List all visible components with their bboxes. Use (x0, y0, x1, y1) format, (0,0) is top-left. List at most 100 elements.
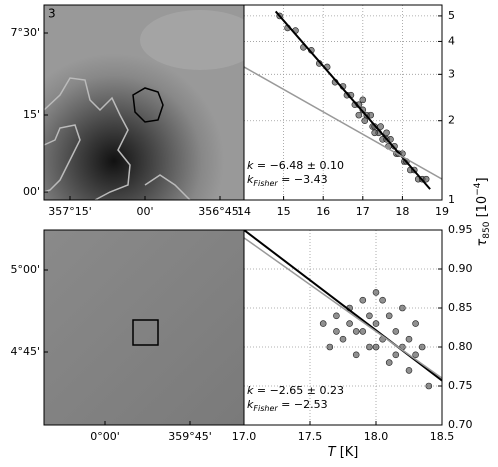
annotation: k = −2.65 ± 0.23 (247, 384, 344, 397)
panel-label: 3 (48, 7, 56, 21)
x-tick-label: 359°45' (168, 430, 212, 443)
annotation-symbol: k (247, 398, 254, 411)
y-tick-label: 4 (448, 34, 455, 47)
y-label-exponent: −4 (473, 182, 483, 196)
image-panel-top (43, 4, 245, 201)
annotation: k = −6.48 ± 0.10 (247, 159, 344, 172)
scatter-point (339, 335, 347, 343)
scatter-point (385, 312, 393, 320)
x-tick-label: 16 (316, 205, 330, 218)
y-tick-label: 15' (23, 108, 40, 121)
image-panel-bottom (43, 229, 245, 426)
x-tick-label: 14 (237, 205, 251, 218)
annotation-symbol: k (247, 384, 254, 397)
y-tick-label: 4°45' (10, 345, 40, 358)
frame (243, 229, 443, 426)
y-label-subscript: 850 (482, 221, 492, 238)
y-axis-label: τ850 [10−4] (473, 177, 492, 246)
image-background (44, 230, 244, 425)
y-tick-label: 1 (448, 193, 455, 206)
scatter-point (371, 129, 378, 137)
y-tick-label: 0.70 (448, 418, 473, 431)
scatter-point (367, 111, 375, 119)
y-tick-label: 0.90 (448, 262, 473, 275)
y-tick-label: 00' (23, 185, 40, 198)
scatter-point (422, 175, 430, 183)
scatter-point (412, 351, 419, 359)
image-intensity (140, 10, 244, 70)
annotation-symbol: k (247, 159, 254, 172)
annotation-symbol: k (247, 173, 254, 186)
scatter-point (412, 320, 419, 327)
plot-background (244, 230, 442, 425)
scatter-point (366, 312, 373, 320)
x-axis-label: T [K] (328, 445, 359, 460)
fit-line (244, 237, 442, 379)
scatter-point (418, 343, 426, 351)
x-tick-label: 356°45' (198, 205, 242, 218)
y-tick-label: 2 (448, 114, 455, 127)
scatter-point (352, 351, 360, 359)
scatter-point (372, 320, 380, 327)
region-outline (132, 87, 164, 123)
scatter-point (361, 117, 369, 125)
contour (144, 174, 191, 201)
scatter-point (326, 343, 334, 351)
fit-line (274, 10, 431, 190)
scatter-point (383, 129, 390, 137)
x-tick-label: 17 (356, 205, 370, 218)
y-tick-label: 0.75 (448, 379, 473, 392)
y-tick-label: 5 (448, 9, 455, 22)
x-tick-label: 18.5 (430, 430, 455, 443)
scatter-point (377, 123, 384, 130)
scatter-point (366, 343, 373, 351)
x-tick-label: 15 (277, 205, 291, 218)
y-tick-label: 7°30' (10, 26, 40, 39)
frame (243, 4, 443, 201)
y-tick-label: 0.95 (448, 223, 473, 236)
y-tick-label: 3 (448, 67, 455, 80)
annotation: kFisher = −3.43 (247, 173, 328, 188)
x-tick-label: 00' (136, 205, 153, 218)
y-tick-label: 0.80 (448, 340, 473, 353)
scatter-point (405, 335, 413, 343)
fit-line (244, 66, 442, 180)
scatter-point (359, 96, 367, 104)
region-outline (132, 319, 159, 346)
scatter-point (359, 328, 367, 335)
annotation-text: = −2.53 (278, 398, 328, 411)
annotation: kFisher = −2.53 (247, 398, 328, 413)
scatter-point (372, 343, 380, 351)
annotation-text: = −2.65 ± 0.23 (253, 384, 344, 397)
annotation-subscript: Fisher (253, 179, 278, 188)
contour (43, 124, 81, 193)
y-label-close: ] (475, 177, 490, 182)
scatter-point (333, 312, 340, 320)
y-tick-label: 0.85 (448, 301, 473, 314)
y-label-symbol: τ (475, 239, 490, 247)
scatter-point (355, 111, 363, 119)
x-tick-label: 0°00' (90, 430, 120, 443)
y-tick-label: 5°00' (10, 263, 40, 276)
scatter-point (346, 320, 353, 327)
scatter-point (333, 328, 340, 335)
x-label-symbol: T (328, 445, 337, 460)
x-tick-label: 18.0 (364, 430, 389, 443)
scatter-point (399, 304, 406, 312)
annotation-text: = −6.48 ± 0.10 (253, 159, 344, 172)
annotation-subscript: Fisher (253, 404, 278, 413)
x-tick-label: 19 (435, 205, 449, 218)
scatter-point (405, 367, 413, 374)
scatter-point (385, 359, 393, 366)
scatter-point (352, 328, 360, 335)
scatter-point (392, 351, 400, 359)
scatter-point (319, 320, 327, 327)
scatter-point (359, 296, 367, 304)
x-label-unit: [K] (336, 445, 359, 460)
scatter-point (425, 382, 433, 390)
x-tick-label: 17.5 (298, 430, 323, 443)
x-tick-label: 357°15' (48, 205, 92, 218)
x-tick-label: 18 (395, 205, 409, 218)
